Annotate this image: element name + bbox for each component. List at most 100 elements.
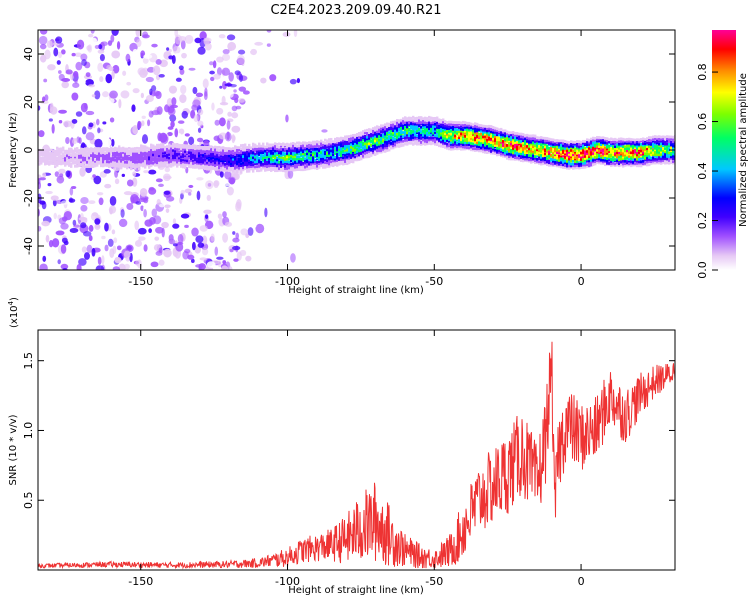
ridge-cell xyxy=(160,164,163,168)
ridge-cell xyxy=(188,144,191,148)
noise-cell xyxy=(153,90,160,97)
ridge-cell xyxy=(496,146,499,150)
ridge-cell xyxy=(188,163,191,166)
ridge-cell xyxy=(372,129,375,133)
colorbar-tick-label: 0.4 xyxy=(696,162,709,180)
ridge-cell xyxy=(630,148,633,152)
ridge-cell xyxy=(106,153,109,157)
ridge-cell xyxy=(274,164,277,168)
ridge-cell xyxy=(374,134,377,138)
ridge-cell xyxy=(262,144,265,148)
ridge-cell xyxy=(174,156,177,160)
ridge-cell xyxy=(62,153,65,157)
ridge-cell xyxy=(484,130,487,134)
ridge-cell xyxy=(360,157,363,161)
ridge-cell xyxy=(628,141,631,145)
ridge-cell xyxy=(140,157,143,161)
noise-cell xyxy=(123,250,131,259)
ridge-cell xyxy=(264,164,267,168)
ridge-cell xyxy=(186,156,189,160)
noise-cell xyxy=(94,90,101,100)
ridge-cell xyxy=(132,154,135,157)
ridge-cell xyxy=(438,128,441,132)
ridge-cell xyxy=(566,144,569,148)
ridge-cell xyxy=(102,147,105,151)
ridge-cell xyxy=(612,163,615,167)
ridge-cell xyxy=(664,140,667,144)
ridge-cell xyxy=(608,156,611,160)
ridge-cell xyxy=(356,158,359,162)
ridge-cell xyxy=(376,134,379,138)
ridge-cell xyxy=(448,134,451,138)
ridge-cell xyxy=(664,150,667,154)
ridge-cell xyxy=(608,140,611,144)
ridge-cell xyxy=(410,122,413,126)
ridge-cell xyxy=(60,147,63,151)
noise-cell xyxy=(48,118,53,122)
ridge-cell xyxy=(542,142,545,146)
ridge-cell xyxy=(540,140,543,144)
ridge-cell xyxy=(120,152,123,155)
ridge-cell xyxy=(318,146,321,150)
ridge-cell xyxy=(80,149,83,153)
ridge-cell xyxy=(630,151,633,155)
ridge-cell xyxy=(176,160,179,164)
ridge-cell xyxy=(624,138,627,142)
ridge-cell xyxy=(500,145,503,148)
ridge-cell xyxy=(254,162,257,166)
ridge-cell xyxy=(490,151,493,155)
ridge-cell xyxy=(498,145,501,149)
ridge-cell xyxy=(250,160,253,164)
ridge-cell xyxy=(450,147,453,151)
ridge-cell xyxy=(480,146,483,150)
ridge-cell xyxy=(236,148,239,152)
ridge-cell xyxy=(560,139,563,143)
ridge-cell xyxy=(150,159,153,163)
noise-cell xyxy=(227,111,232,117)
ridge-cell xyxy=(198,152,201,155)
ridge-cell xyxy=(436,136,439,140)
ridge-cell xyxy=(474,122,477,126)
ridge-cell xyxy=(286,142,289,146)
ridge-cell xyxy=(308,167,311,171)
ridge-cell xyxy=(454,142,457,146)
ridge-cell xyxy=(548,139,551,142)
ridge-cell xyxy=(252,156,255,160)
ridge-cell xyxy=(558,151,561,155)
ridge-cell xyxy=(444,122,447,126)
ridge-cell xyxy=(308,148,311,152)
ridge-cell xyxy=(260,147,263,151)
ridge-cell xyxy=(370,143,373,147)
ridge-cell xyxy=(132,165,135,169)
ridge-cell xyxy=(530,145,533,149)
ridge-cell xyxy=(506,130,509,134)
ridge-cell xyxy=(96,147,99,150)
y-tick-label: 1.5 xyxy=(22,352,35,370)
ridge-cell xyxy=(558,159,561,162)
ridge-cell xyxy=(658,154,661,158)
ridge-cell xyxy=(392,127,395,131)
ridge-cell xyxy=(232,149,235,153)
ridge-cell xyxy=(238,157,241,161)
ridge-cell xyxy=(254,155,257,159)
noise-cell xyxy=(101,255,105,265)
ridge-cell xyxy=(594,141,597,144)
ridge-cell xyxy=(642,137,645,141)
ridge-cell xyxy=(154,163,157,167)
noise-cell xyxy=(164,204,171,208)
noise-cell xyxy=(82,231,92,237)
ridge-cell xyxy=(390,121,393,125)
ridge-cell xyxy=(404,139,407,142)
ridge-cell xyxy=(368,155,371,158)
ridge-cell xyxy=(498,146,501,150)
ridge-cell xyxy=(98,151,101,155)
ridge-cell xyxy=(254,143,257,147)
ridge-cell xyxy=(380,127,383,131)
ridge-cell xyxy=(120,162,123,165)
ridge-cell xyxy=(324,141,327,145)
noise-cell xyxy=(179,68,185,75)
noise-cell xyxy=(180,169,185,174)
ridge-cell xyxy=(290,155,293,159)
ridge-cell xyxy=(328,149,331,153)
